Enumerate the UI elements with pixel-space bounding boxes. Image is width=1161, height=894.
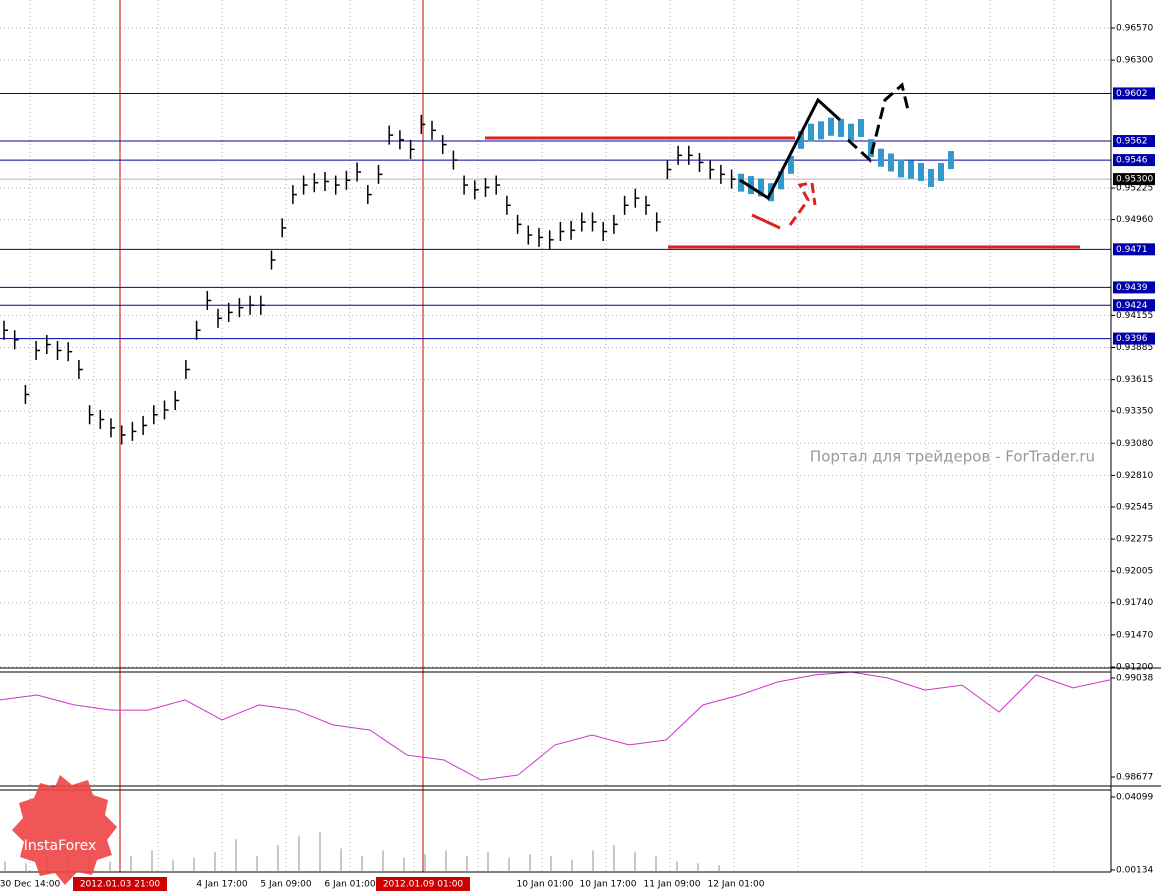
watermark: Портал для трейдеров - ForTrader.ru: [810, 448, 1095, 466]
forecast-bar: [808, 123, 814, 142]
level-label: 0.9439: [1116, 283, 1148, 293]
x-tick-label: 10 Jan 01:00: [517, 880, 574, 890]
marker-label-bg: [73, 877, 167, 891]
forecast-bar: [748, 176, 754, 195]
y-tick-label: 0.92810: [1116, 471, 1153, 481]
current-price-bg: [1113, 173, 1155, 186]
annotations: [485, 82, 1080, 249]
logo-badge: [12, 775, 117, 885]
forecast-bar: [928, 168, 934, 187]
forecast-bar: [758, 178, 764, 197]
forecast-bar: [908, 160, 914, 179]
current-price-label: 0.95300: [1116, 175, 1153, 185]
level-label: 0.9471: [1116, 245, 1148, 255]
level-label: 0.9562: [1116, 137, 1148, 147]
y-tick-label: 0.91470: [1116, 630, 1153, 640]
x-tick-label: 11 Jan 09:00: [644, 880, 701, 890]
forecast-bar: [918, 162, 924, 181]
forecast-bar: [778, 171, 784, 190]
marker-label-bg: [376, 877, 470, 891]
indicator-line: [0, 671, 1111, 781]
y-tick-label: 0.92275: [1116, 535, 1153, 545]
x-tick-label: 4 Jan 17:00: [196, 880, 248, 890]
volume-tick-label: 0.00134: [1116, 866, 1153, 876]
level-label: 0.9424: [1116, 301, 1148, 311]
y-tick-label: 0.93885: [1116, 343, 1153, 353]
forecast-bar: [938, 162, 944, 181]
y-tick-label: 0.93615: [1116, 375, 1153, 385]
marker-label: 2012.01.09 01:00: [383, 880, 464, 890]
y-tick-label: 0.96300: [1116, 56, 1153, 66]
y-tick-label: 0.91740: [1116, 598, 1153, 608]
level-label-bg: [1113, 154, 1155, 167]
forecast-bar: [738, 173, 744, 192]
y-tick-label: 0.96570: [1116, 24, 1153, 34]
x-tick-label: 30 Dec 14:00: [0, 880, 61, 890]
level-label: 0.9602: [1116, 89, 1148, 99]
y-tick-label: 0.94960: [1116, 215, 1153, 225]
y-tick-label: 0.93080: [1116, 439, 1153, 449]
x-tick-label: 5 Jan 09:00: [260, 880, 312, 890]
indicator-tick-label: 0.99038: [1116, 674, 1153, 684]
marker-label: 2012.01.03 21:00: [80, 880, 161, 890]
y-tick-label: 0.95225: [1116, 184, 1153, 194]
forecast-bar: [878, 148, 884, 167]
level-label: 0.9546: [1116, 156, 1148, 166]
forecast-bar: [828, 117, 834, 136]
y-tick-label: 0.93350: [1116, 407, 1153, 417]
x-tick-label: 6 Jan 01:00: [324, 880, 376, 890]
forecast-bar: [888, 153, 894, 172]
level-label-bg: [1113, 332, 1155, 345]
wave-path: [739, 97, 842, 201]
logo-text: InstaForex: [24, 838, 97, 854]
level-label-bg: [1113, 243, 1155, 256]
wave-path-projection: [846, 82, 910, 163]
y-tick-label: 0.92545: [1116, 502, 1153, 512]
level-label-bg: [1113, 281, 1155, 294]
level-label-bg: [1113, 135, 1155, 148]
forecast-bar: [818, 121, 824, 140]
y-tick-label: 0.94155: [1116, 311, 1153, 321]
forecast-bar: [838, 118, 844, 137]
forecast-bar: [948, 151, 954, 170]
indicator-tick-label: 0.98677: [1116, 773, 1153, 783]
volume-tick-label: 0.04099: [1116, 793, 1153, 803]
forecast-bar: [858, 118, 864, 137]
level-label: 0.9396: [1116, 334, 1148, 344]
y-tick-label: 0.92005: [1116, 567, 1153, 577]
forecast-bar: [788, 155, 794, 174]
forecast-bar: [868, 139, 874, 158]
forecast-bar: [848, 123, 854, 142]
wave-arrow: [751, 213, 781, 230]
logo: InstaForex: [12, 775, 117, 885]
forecast-bar: [798, 130, 804, 149]
level-label-bg: [1113, 299, 1155, 312]
x-tick-label: 12 Jan 01:00: [708, 880, 765, 890]
forecast-bar: [898, 159, 904, 178]
wave-arrow: [788, 181, 817, 226]
x-tick-label: 10 Jan 17:00: [580, 880, 637, 890]
level-label-bg: [1113, 87, 1155, 100]
